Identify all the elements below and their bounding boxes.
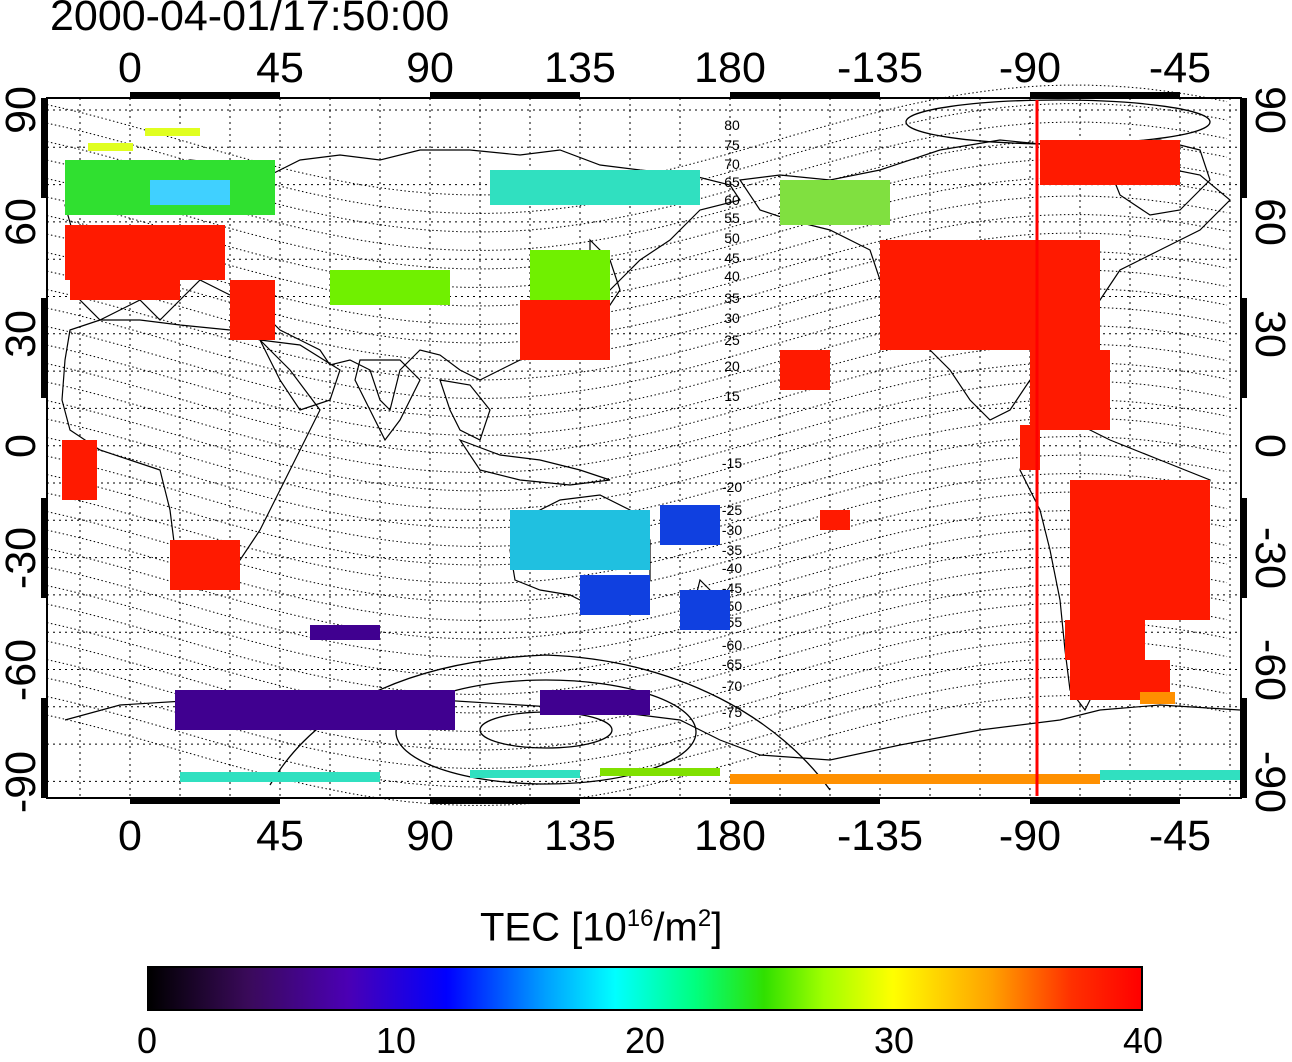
left-latitude-label: 30: [0, 310, 45, 358]
top-longitude-label: 0: [118, 44, 142, 92]
bottom-longitude-label: -135: [837, 812, 923, 860]
contour-label: 15: [724, 388, 740, 404]
tec-europe: [62, 225, 275, 500]
colorbar-title: TEC [1016/m2]: [480, 905, 723, 950]
contour-label: 45: [724, 250, 740, 266]
top-longitude-label: 45: [256, 44, 304, 92]
tec-north-america: [780, 240, 1110, 530]
map-title: 2000-04-01/17:50:00: [50, 0, 450, 40]
bottom-longitude-label: -45: [1149, 812, 1211, 860]
contour-label: -25: [722, 502, 742, 518]
contour-label: 55: [724, 210, 740, 226]
colorbar-tick-label: 20: [624, 1020, 666, 1061]
tec-measurements: [62, 128, 1240, 784]
contour-label: -65: [722, 656, 742, 672]
tec-siberia: [490, 170, 700, 205]
bottom-longitude-label: 90: [406, 812, 454, 860]
tec-colorbar: [147, 966, 1143, 1011]
bottom-longitude-label: 135: [544, 812, 616, 860]
contour-label: 30: [724, 310, 740, 326]
tec-greenland: [1040, 140, 1180, 185]
bottom-longitude-labels: 0 45 90 135 180 -135 -90 -45: [118, 812, 1211, 860]
top-longitude-label: 90: [406, 44, 454, 92]
top-longitude-label: 135: [544, 44, 616, 92]
top-longitude-labels: 0 45 90 135 180 -135 -90 -45: [118, 44, 1211, 92]
right-latitude-label: 30: [1246, 310, 1292, 358]
contour-label: 60: [724, 192, 740, 208]
indonesia-outline: [458, 438, 611, 486]
contour-label: 75: [724, 137, 740, 153]
left-latitude-label: 60: [0, 198, 45, 246]
right-latitude-label: 0: [1246, 434, 1292, 458]
tec-south-pole-strip-cyan: [180, 770, 1240, 782]
tec-world-map: 80 75 70 65 60 55 50 45 40 35 30 25 20 15 -15 -20 -25 -3…: [0, 44, 1292, 860]
contour-label: -40: [722, 560, 742, 576]
tec-south-pole-strip-orange: [730, 692, 1175, 784]
colorbar-tick-label: 40: [1122, 1020, 1164, 1061]
tec-scandinavia: [150, 180, 230, 205]
tec-antarctic-purple: [175, 625, 650, 730]
contour-label: -35: [722, 542, 742, 558]
right-latitude-label: 90: [1246, 86, 1292, 134]
contour-label: 70: [724, 156, 740, 172]
contour-label: 80: [724, 117, 740, 133]
tec-south-america: [1020, 425, 1210, 700]
tec-australia-cyan: [510, 510, 650, 570]
bottom-longitude-label: 180: [694, 812, 766, 860]
contour-label: 65: [724, 174, 740, 190]
contour-label: 50: [724, 230, 740, 246]
bottom-longitude-label: 0: [118, 812, 142, 860]
contour-label: 35: [724, 290, 740, 306]
tec-central-asia: [330, 270, 450, 305]
contour-label: -20: [722, 479, 742, 495]
top-longitude-label: -90: [999, 44, 1061, 92]
bottom-longitude-label: -90: [999, 812, 1061, 860]
tec-arctic-yellow: [88, 128, 200, 151]
contour-label: -60: [722, 637, 742, 653]
right-latitude-label: -30: [1246, 527, 1292, 589]
colorbar-tick-label: 30: [873, 1020, 915, 1061]
top-longitude-label: -45: [1149, 44, 1211, 92]
right-latitude-label: 60: [1246, 198, 1292, 246]
contour-label: -30: [722, 522, 742, 538]
contour-label: -70: [722, 678, 742, 694]
south-magnetic-pole-ring-mid: [395, 679, 697, 785]
southeast-asia-outline: [439, 379, 491, 441]
tec-canada: [780, 180, 890, 225]
arabia-outline: [258, 339, 341, 411]
tec-east-asia-red: [170, 300, 610, 590]
left-latitude-label: -30: [0, 527, 45, 589]
contour-labels-south: -15-20-25-30-35-40-45-50-55-60-65-70-75: [722, 455, 742, 720]
colorbar-tick-label: 10: [375, 1020, 417, 1061]
top-longitude-label: 180: [694, 44, 766, 92]
left-latitude-label: 0: [0, 434, 45, 458]
left-latitude-label: 90: [0, 86, 45, 134]
frame-tick-bars: [41, 92, 1247, 804]
tec-south-pole-strip-green: [600, 768, 720, 776]
top-longitude-label: -135: [837, 44, 923, 92]
left-latitude-label: -60: [0, 639, 45, 701]
bottom-longitude-label: 45: [256, 812, 304, 860]
contour-labels-north: 80 75 70 65 60 55 50 45 40 35 30 25 20 15: [724, 117, 740, 404]
right-latitude-label: -60: [1246, 639, 1292, 701]
contour-label: -75: [722, 704, 742, 720]
tec-australia-blue: [580, 505, 730, 630]
right-latitude-labels: 90 60 30 0 -30 -60 -90: [1246, 86, 1292, 813]
contour-label: 40: [724, 268, 740, 284]
contour-label: -15: [722, 455, 742, 471]
right-latitude-label: -90: [1246, 751, 1292, 813]
contour-label: 25: [724, 332, 740, 348]
left-latitude-labels: 90 60 30 0 -30 -60 -90: [0, 86, 45, 813]
contour-label: 20: [724, 358, 740, 374]
left-latitude-label: -90: [0, 751, 45, 813]
colorbar-tick-label: 0: [136, 1020, 158, 1061]
